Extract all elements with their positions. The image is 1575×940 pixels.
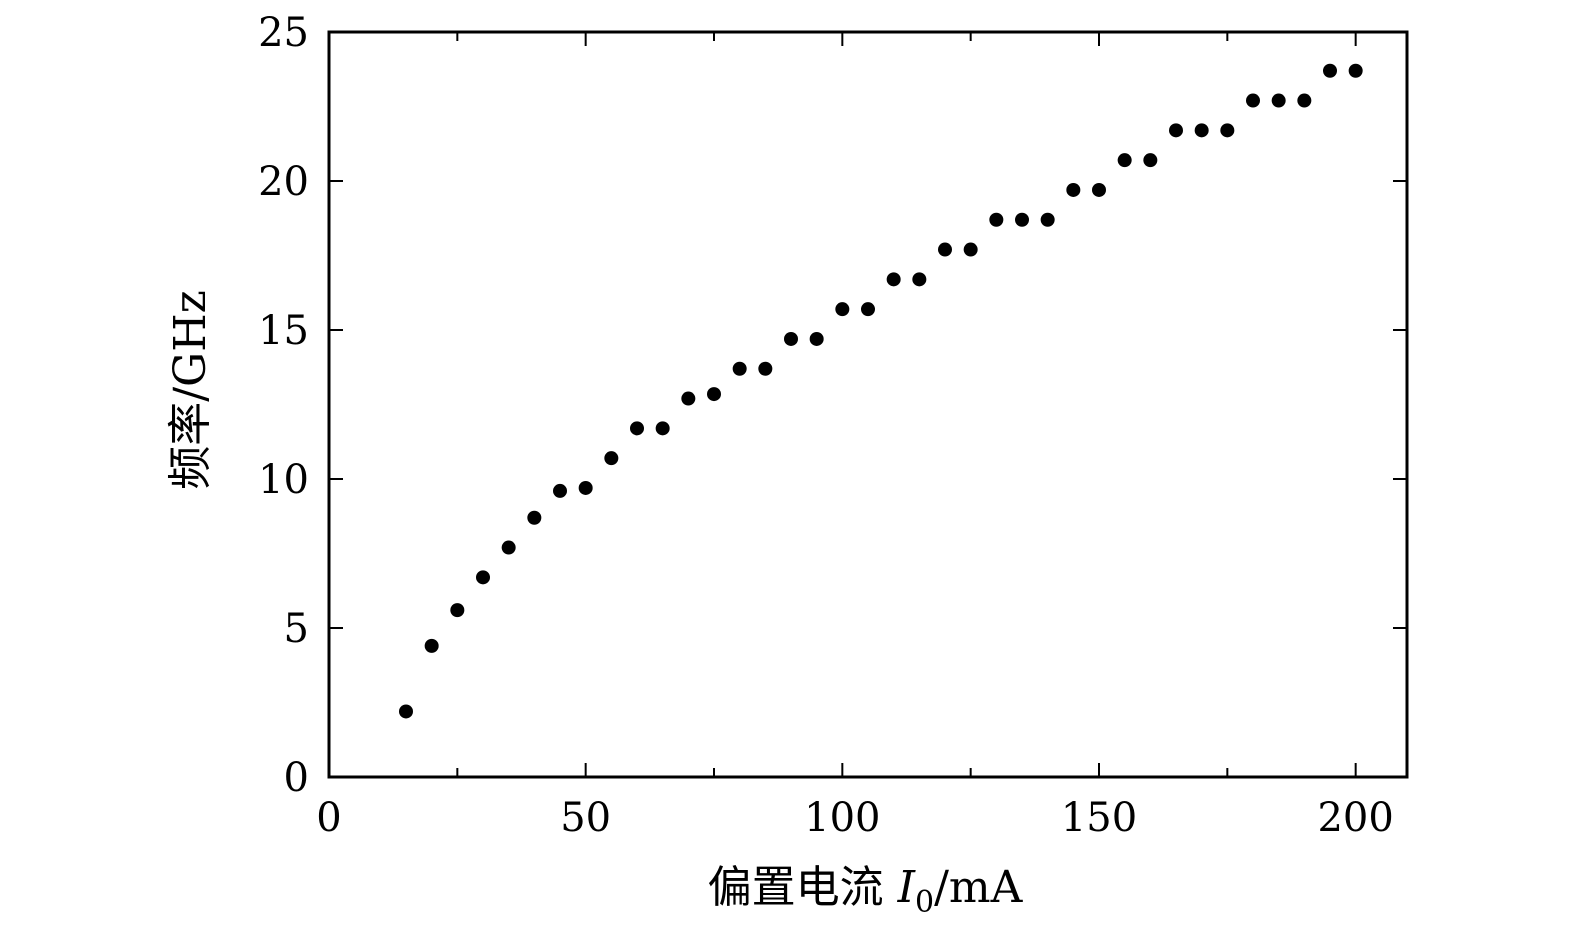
data-point <box>399 704 413 719</box>
x-tick-label: 50 <box>560 795 611 841</box>
data-point <box>809 331 824 346</box>
y-tick-label: 15 <box>258 308 309 354</box>
data-point <box>989 212 1004 227</box>
data-point <box>1246 93 1260 108</box>
data-point <box>1092 182 1106 197</box>
x-axis-title: 偏置电流 I0/mA <box>708 862 1024 920</box>
data-point <box>963 242 978 257</box>
plot-frame <box>327 30 1409 779</box>
data-point <box>501 540 516 555</box>
data-point <box>1297 93 1312 108</box>
data-point <box>1143 153 1158 168</box>
data-point <box>1323 63 1337 78</box>
data-point <box>886 272 901 287</box>
data-point <box>707 387 721 402</box>
y-tick-label: 10 <box>258 457 309 503</box>
x-axis-title-subscript: 0 <box>915 885 934 920</box>
data-point <box>861 302 875 317</box>
data-point <box>1169 123 1183 138</box>
data-point <box>424 638 439 653</box>
data-point <box>1220 123 1235 138</box>
data-point <box>681 391 696 406</box>
data-point <box>476 570 490 585</box>
data-point <box>732 361 747 376</box>
y-axis-title: 频率/GHz <box>165 290 216 490</box>
data-point <box>553 483 567 498</box>
data-point <box>1040 212 1055 227</box>
x-axis-title-main: 偏置电流 <box>708 862 884 913</box>
x-axis-title-variable: I <box>897 862 917 913</box>
data-point <box>758 361 773 376</box>
data-point <box>912 272 927 287</box>
data-point <box>578 480 593 495</box>
data-point <box>1348 63 1363 78</box>
x-axis-title-unit: /mA <box>934 862 1024 913</box>
x-tick-label: 0 <box>316 795 341 841</box>
data-point <box>655 421 670 436</box>
data-point <box>527 510 542 525</box>
data-point <box>1271 93 1286 108</box>
data-point <box>1117 153 1132 168</box>
y-tick-label: 5 <box>284 606 309 652</box>
points-layer <box>399 63 1363 719</box>
data-point <box>784 331 798 346</box>
data-point <box>835 302 850 317</box>
data-point <box>604 451 619 466</box>
x-tick-label: 150 <box>1061 795 1137 841</box>
data-point <box>1066 182 1081 197</box>
data-point <box>450 603 465 618</box>
tick-labels-layer: 0 50 100 150 200 0 5 10 15 20 25 <box>258 10 1394 841</box>
data-point <box>938 242 952 257</box>
x-tick-label: 100 <box>804 795 880 841</box>
data-point <box>1194 123 1209 138</box>
data-point <box>630 421 644 436</box>
y-tick-label: 25 <box>258 10 309 56</box>
y-tick-label: 20 <box>258 159 309 205</box>
y-tick-label: 0 <box>284 755 309 801</box>
ticks-layer <box>328 31 1407 778</box>
data-point <box>1015 212 1029 227</box>
x-tick-label: 200 <box>1317 795 1393 841</box>
